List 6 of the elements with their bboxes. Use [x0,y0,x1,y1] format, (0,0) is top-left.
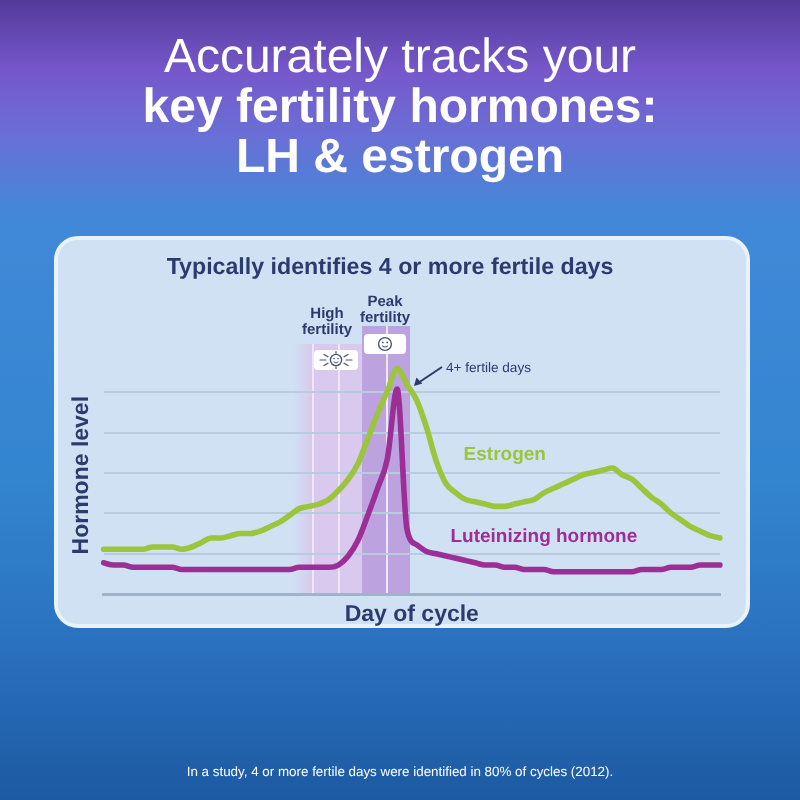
chart-title: Accurately tracks your key fertility hormones: LH & estrogen [140,29,660,183]
series-label: Luteinizing hormone [450,525,638,548]
y-axis-title: Hormone level [70,395,95,555]
chart-subtitle: Typically identifies 4 or more fertile days [164,254,616,280]
series-label: Estrogen [463,443,547,466]
x-axis-title: Day of cycle [344,602,479,627]
